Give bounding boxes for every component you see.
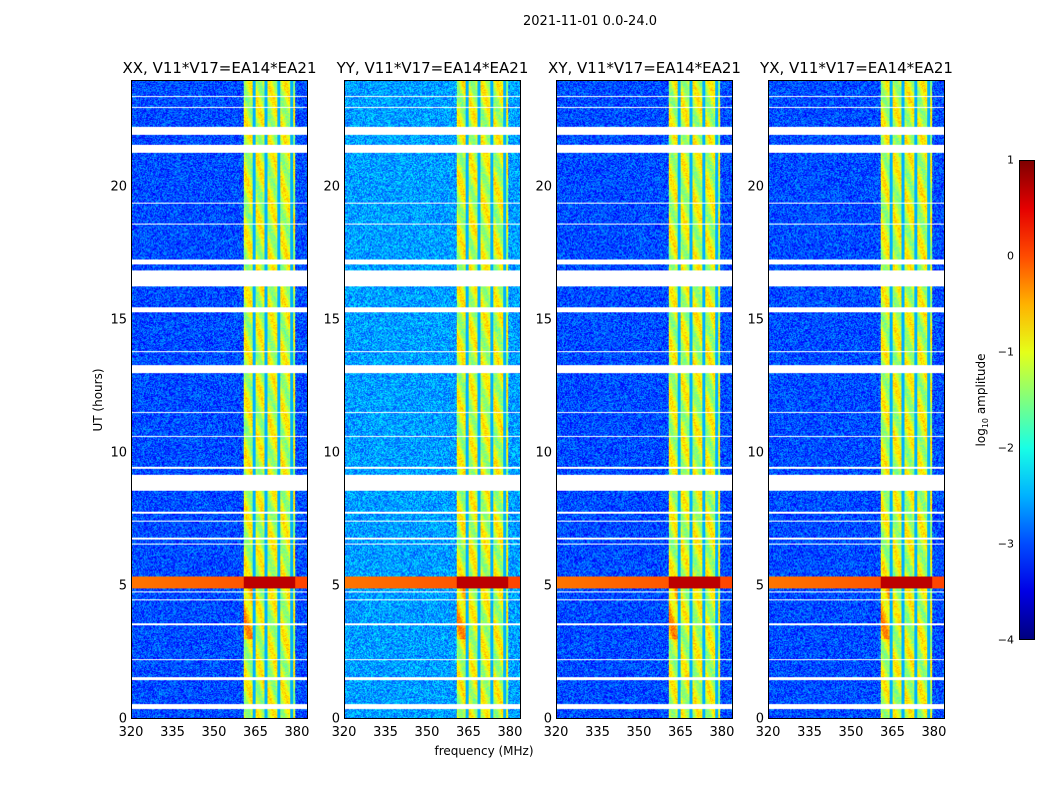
heatmap-image — [132, 81, 307, 718]
heatmap-image — [557, 81, 732, 718]
x-tick-label: 365 — [456, 725, 481, 740]
x-tick-label: 350 — [414, 725, 440, 740]
colorbar-tick-label: −4 — [997, 633, 1014, 647]
x-tick-label: 320 — [543, 725, 569, 740]
y-tick-label: 5 — [755, 578, 764, 594]
x-tick-label: 335 — [160, 725, 185, 740]
x-tick-label: 365 — [880, 725, 905, 740]
y-tick-label: 15 — [535, 312, 552, 328]
x-tick-label: 335 — [585, 725, 610, 740]
y-tick-label: 20 — [323, 179, 340, 194]
x-tick-label: 365 — [668, 725, 693, 740]
y-tick-label: 0 — [543, 711, 552, 727]
y-tick-label: 15 — [110, 312, 127, 328]
panel-title: XX, V11*V17=EA14*EA21 — [122, 59, 317, 77]
x-tick-label: 320 — [331, 725, 357, 740]
heatmap-image — [345, 81, 520, 718]
x-tick-label: 335 — [373, 725, 398, 740]
y-tick-label: 10 — [535, 445, 552, 461]
figure-title: 2021-11-01 0.0-24.0 — [523, 14, 657, 29]
y-tick-label: 5 — [118, 578, 127, 594]
heatmap-image — [769, 81, 944, 718]
x-tick-label: 320 — [755, 725, 781, 740]
colorbar-tick-label: 0 — [1007, 249, 1014, 263]
y-tick-label: 0 — [331, 711, 340, 727]
y-tick-label: 20 — [535, 179, 552, 194]
y-tick-label: 10 — [323, 445, 340, 461]
x-tick-label: 350 — [626, 725, 652, 740]
colorbar-tick-label: 1 — [1007, 153, 1014, 167]
colorbar — [1019, 160, 1035, 640]
x-axis-label: frequency (MHz) — [434, 744, 534, 758]
spectrogram-panel — [344, 80, 521, 719]
colorbar-tick-label: −3 — [997, 537, 1014, 551]
x-tick-label: 380 — [497, 725, 523, 740]
panel-title: XY, V11*V17=EA14*EA21 — [548, 59, 741, 77]
y-tick-label: 5 — [331, 578, 340, 594]
spectrogram-panel — [556, 80, 733, 719]
y-tick-label: 20 — [110, 179, 127, 194]
x-tick-label: 380 — [284, 725, 310, 740]
panel-title: YX, V11*V17=EA14*EA21 — [760, 59, 953, 77]
x-tick-label: 320 — [118, 725, 144, 740]
y-tick-label: 10 — [747, 445, 764, 461]
y-tick-label: 0 — [118, 711, 127, 727]
y-tick-label: 10 — [110, 445, 127, 461]
x-tick-label: 365 — [243, 725, 268, 740]
spectrogram-panel — [131, 80, 308, 719]
spectrogram-panel — [768, 80, 945, 719]
y-axis-label: UT (hours) — [91, 368, 105, 432]
colorbar-tick-label: −1 — [997, 345, 1014, 359]
y-tick-label: 5 — [543, 578, 552, 594]
y-tick-label: 20 — [747, 179, 764, 194]
colorbar-label: log10 amplitude — [973, 353, 991, 447]
y-tick-label: 15 — [747, 312, 764, 328]
colorbar-tick-label: −2 — [997, 441, 1014, 455]
y-tick-label: 0 — [755, 711, 764, 727]
x-tick-label: 380 — [709, 725, 735, 740]
x-tick-label: 350 — [838, 725, 864, 740]
y-tick-label: 15 — [323, 312, 340, 328]
x-tick-label: 350 — [201, 725, 227, 740]
panel-title: YY, V11*V17=EA14*EA21 — [336, 59, 529, 77]
x-tick-label: 335 — [797, 725, 822, 740]
x-tick-label: 380 — [921, 725, 947, 740]
